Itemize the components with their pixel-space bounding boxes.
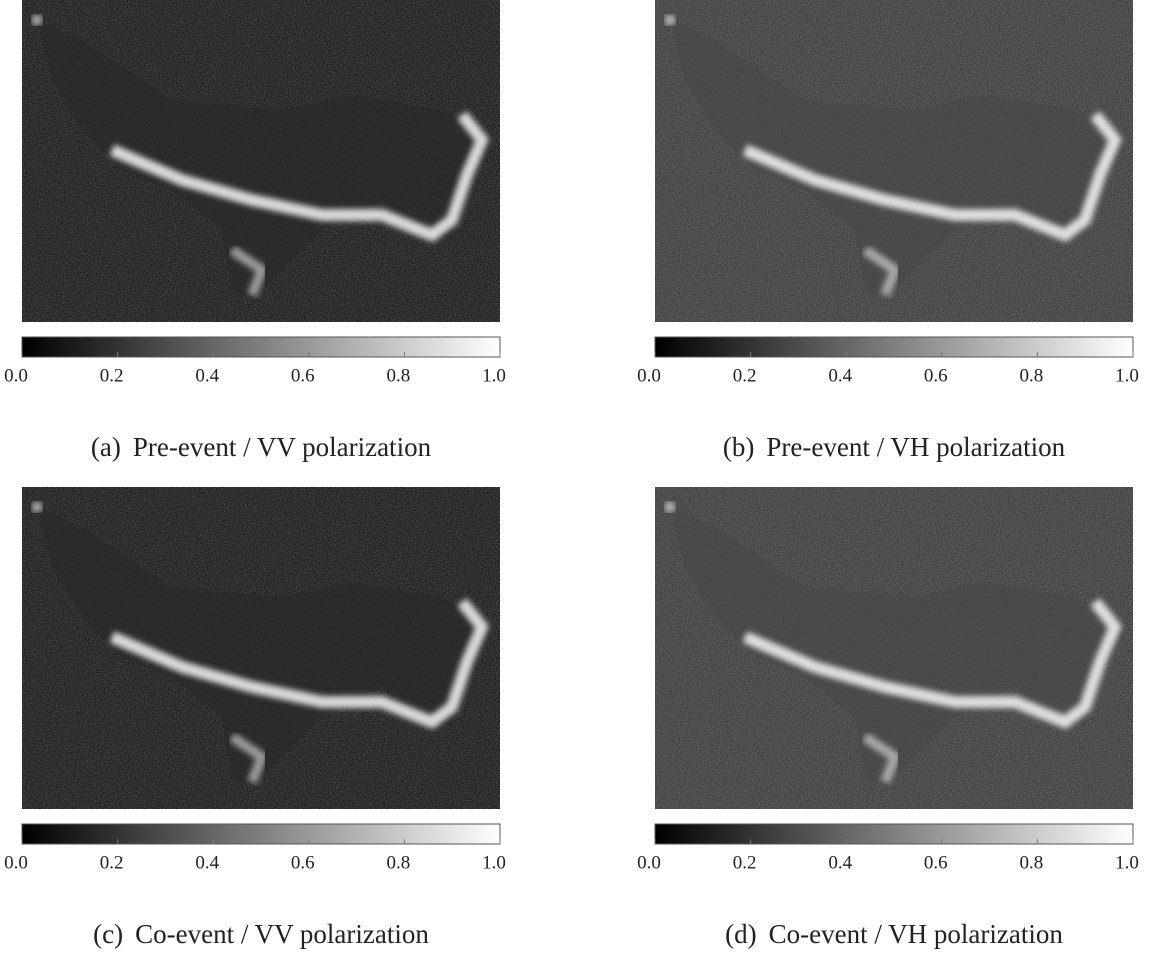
tick-label: 0.0 [4,852,28,873]
caption-text: Pre-event / VH polarization [766,432,1065,462]
panel: 0.0 0.2 0.4 0.6 0.8 1.0 (b) Pre-event / VH pola… [637,0,1139,462]
caption: (c) Co-event / VV polarization [93,919,429,949]
panel: 0.0 0.2 0.4 0.6 0.8 1.0 (d) Co-event / VH polar… [637,487,1139,949]
sar-image [22,0,500,322]
tick-label: 1.0 [1115,365,1139,386]
sar-image [655,487,1133,809]
tick-label: 0.4 [828,365,852,386]
tick-label: 0.6 [291,852,315,873]
tick-label: 0.6 [291,365,315,386]
tick-label: 0.8 [387,365,411,386]
panel: 0.0 0.2 0.4 0.6 0.8 1.0 (c) Co-event / VV polar… [4,487,506,949]
colorbar [654,823,1134,845]
tick-label: 0.6 [924,852,948,873]
caption-label: (d) [725,919,756,949]
colorbar [654,336,1134,358]
tick-label: 0.8 [1020,365,1044,386]
colorbar [21,336,501,358]
tick-label: 0.2 [100,365,124,386]
tick-label: 0.8 [387,852,411,873]
tick-label: 0.8 [1020,852,1044,873]
sar-image [22,487,500,809]
tick-label: 1.0 [1115,852,1139,873]
sar-image [655,0,1133,322]
tick-label: 0.0 [4,365,28,386]
caption-label: (a) [91,432,121,462]
caption: (a) Pre-event / VV polarization [91,432,432,462]
colorbar [21,823,501,845]
panel: 0.0 0.2 0.4 0.6 0.8 1.0 (a) Pre-event / VV pola… [4,0,506,462]
tick-label: 0.0 [637,365,661,386]
tick-label: 0.2 [100,852,124,873]
caption: (d) Co-event / VH polarization [725,919,1063,949]
caption-text: Co-event / VH polarization [769,919,1064,949]
tick-label: 0.2 [733,365,757,386]
tick-label: 0.2 [733,852,757,873]
caption-text: Pre-event / VV polarization [133,432,432,462]
caption: (b) Pre-event / VH polarization [723,432,1066,462]
tick-label: 0.4 [195,365,219,386]
tick-label: 1.0 [482,852,506,873]
tick-label: 0.4 [195,852,219,873]
caption-label: (c) [93,919,123,949]
tick-label: 0.6 [924,365,948,386]
tick-label: 0.4 [828,852,852,873]
caption-text: Co-event / VV polarization [135,919,429,949]
tick-label: 1.0 [482,365,506,386]
tick-label: 0.0 [637,852,661,873]
caption-label: (b) [723,432,754,462]
